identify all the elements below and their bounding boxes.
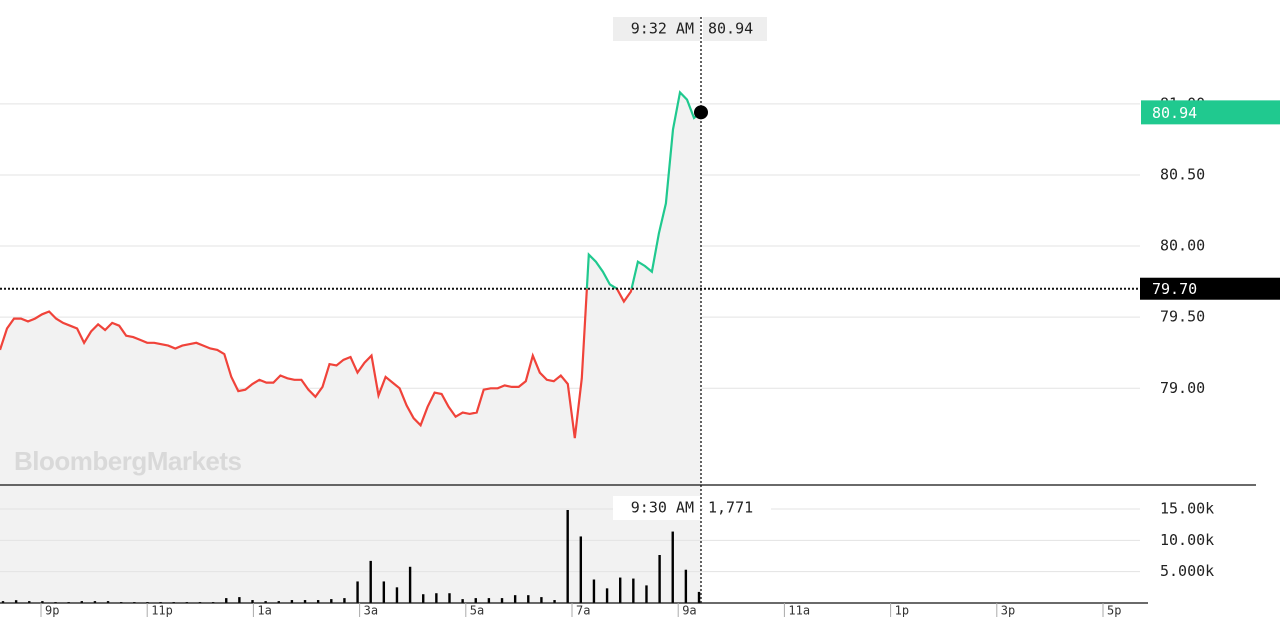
- volume-bar: [500, 598, 504, 603]
- x-tick-label: 5p: [1107, 604, 1121, 618]
- volume-bar: [1, 601, 5, 603]
- y-tick-label: 79.50: [1160, 308, 1205, 326]
- volume-tip-time: 9:30 AM: [631, 499, 694, 517]
- volume-bar: [632, 578, 635, 603]
- x-tick-label: 11a: [788, 604, 810, 618]
- volume-bar: [422, 594, 425, 603]
- reference-label-bg: [1140, 277, 1280, 300]
- crosshair-value: 80.94: [708, 20, 753, 38]
- volume-bar: [684, 569, 688, 603]
- volume-bar: [619, 577, 622, 603]
- y-tick-label: 5.000k: [1160, 562, 1214, 580]
- volume-bar: [41, 601, 44, 603]
- reference-label: 79.70: [1152, 280, 1197, 298]
- y-tick-label: 15.00k: [1160, 500, 1214, 518]
- volume-bar: [369, 560, 372, 603]
- x-tick-label: 9p: [45, 604, 59, 618]
- volume-bar: [605, 588, 609, 603]
- volume-tip-time-bg: [613, 496, 700, 520]
- watermark: BloombergMarkets: [14, 446, 242, 476]
- volume-bar: [80, 601, 83, 603]
- y-tick-label: 10.00k: [1160, 531, 1214, 549]
- volume-bar: [225, 598, 228, 603]
- volume-bar: [290, 600, 294, 603]
- volume-bar: [658, 554, 661, 603]
- volume-bar: [277, 601, 280, 603]
- volume-bar: [461, 599, 464, 603]
- x-tick-label: 11p: [151, 604, 173, 618]
- crosshair-value-bg: [703, 17, 767, 41]
- crosshair-dot: [694, 105, 708, 120]
- volume-bar: [487, 598, 491, 603]
- crosshair-time: 9:32 AM: [631, 20, 694, 38]
- volume-bar: [251, 600, 254, 603]
- volume-bar: [645, 585, 648, 603]
- volume-bar: [579, 536, 583, 603]
- x-tick-label: 9a: [682, 604, 696, 618]
- volume-bar: [697, 591, 701, 603]
- volume-bar: [408, 566, 412, 603]
- foreground-layer: 79.70 80.94 9:32 AM 80.94 9:30 AM 1,771 9p 11p 1…: [0, 17, 1280, 618]
- volume-bar: [395, 587, 399, 603]
- volume-shade: [0, 485, 701, 603]
- y-tick-label: 80.50: [1160, 165, 1205, 183]
- background-layer: 79.0079.5080.0080.5081.005.000k10.00k15.…: [0, 92, 1214, 603]
- volume-bar: [316, 600, 320, 603]
- volume-bar: [238, 597, 241, 603]
- price-area: [0, 92, 701, 486]
- volume-bar: [106, 601, 110, 603]
- volume-bar: [303, 600, 307, 603]
- volume-bar: [448, 593, 451, 603]
- volume-bar: [382, 581, 386, 603]
- volume-bar: [527, 595, 530, 603]
- volume-bar: [540, 597, 543, 603]
- last-price-label: 80.94: [1152, 104, 1197, 122]
- volume-bar: [566, 510, 569, 603]
- volume-bar: [513, 595, 517, 603]
- volume-bar: [343, 598, 346, 603]
- volume-bar: [474, 598, 477, 603]
- volume-bar: [264, 601, 267, 603]
- volume-bar: [435, 593, 438, 603]
- x-tick-label: 1a: [257, 604, 271, 618]
- price-line-down: [0, 288, 633, 439]
- x-tick-label: 5a: [470, 604, 484, 618]
- volume-bar: [592, 579, 596, 603]
- x-tick-label: 3p: [1001, 604, 1015, 618]
- x-tick-label: 3a: [364, 604, 378, 618]
- crosshair-time-bg: [613, 17, 700, 41]
- x-tick-label: 7a: [576, 604, 590, 618]
- volume-bar: [28, 601, 31, 603]
- y-tick-label: 80.00: [1160, 237, 1205, 255]
- volume-bar: [553, 600, 556, 603]
- last-price-bg: [1141, 100, 1280, 125]
- x-tick-label: 1p: [895, 604, 909, 618]
- volume-bar: [14, 600, 18, 603]
- volume-tip-value-bg: [703, 496, 771, 520]
- volume-bar: [330, 599, 333, 603]
- volume-bar: [671, 531, 674, 603]
- volume-tip-value: 1,771: [708, 499, 753, 517]
- volume-bar: [93, 601, 97, 603]
- volume-bar: [356, 581, 359, 603]
- y-tick-label: 79.00: [1160, 379, 1205, 397]
